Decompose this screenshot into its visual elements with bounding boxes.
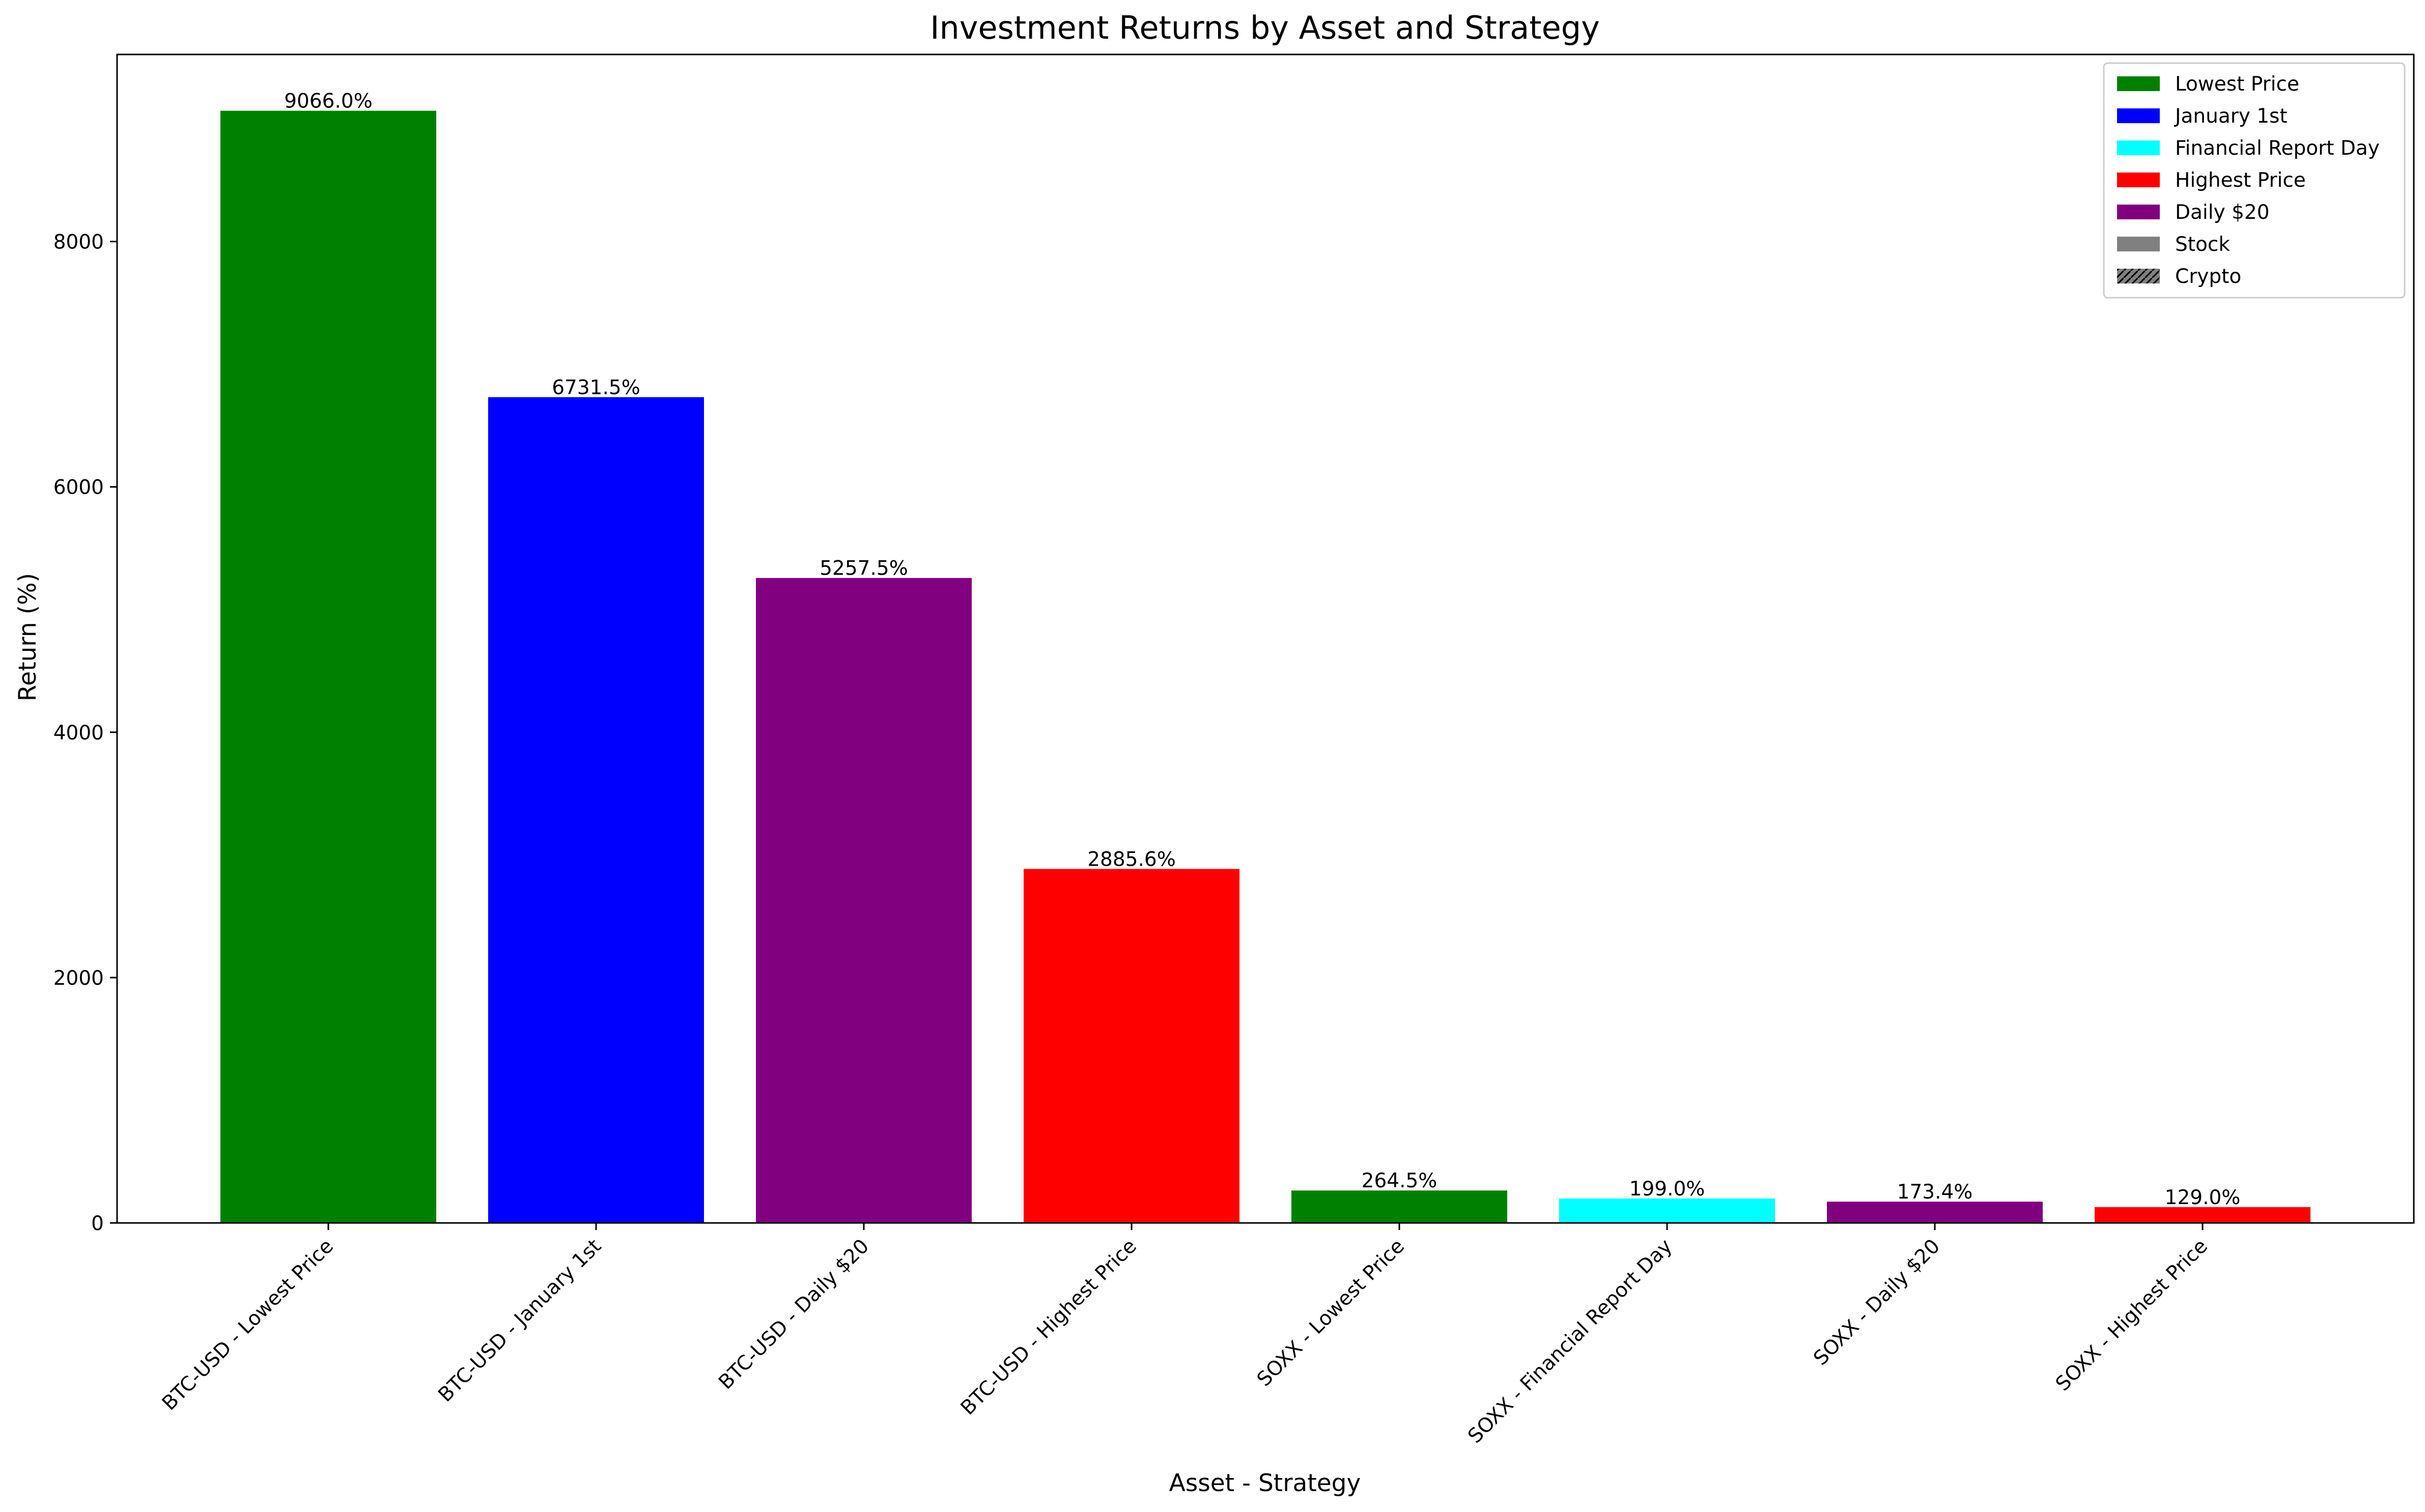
bar-6 <box>1559 1199 1775 1223</box>
bar-value-label: 9066.0% <box>284 90 373 113</box>
bar-4 <box>1024 869 1239 1223</box>
legend: Lowest Price January 1st Financial Report … <box>2103 62 2406 299</box>
legend-swatch <box>2117 76 2160 91</box>
legend-box <box>2103 62 2406 299</box>
legend-swatch <box>2117 140 2160 155</box>
x-tick-label: SOXX - Financial Report Day <box>1463 1235 1677 1448</box>
x-tick-label: BTC-USD - Highest Price <box>956 1235 1141 1419</box>
y-tick-label: 2000 <box>53 967 104 990</box>
bar-value-label: 199.0% <box>1629 1178 1705 1201</box>
bar-value-label: 129.0% <box>2165 1186 2241 1209</box>
y-tick-label: 4000 <box>53 722 104 745</box>
bar-2 <box>488 397 704 1223</box>
bar-3 <box>756 578 972 1223</box>
legend-label: Highest Price <box>2175 169 2306 192</box>
x-tick-label: BTC-USD - January 1st <box>434 1235 606 1407</box>
bar-value-label: 6731.5% <box>552 376 640 399</box>
x-tick-label: SOXX - Daily $20 <box>1809 1235 1944 1370</box>
x-tick-label: SOXX - Highest Price <box>2051 1235 2212 1395</box>
x-tick-label: BTC-USD - Lowest Price <box>158 1235 338 1415</box>
legend-label: January 1st <box>2174 105 2288 128</box>
y-tick-label: 8000 <box>53 231 104 254</box>
legend-swatch <box>2117 237 2160 251</box>
plot-area: 9066.0% BTC-USD - Lowest Price 6731.5% BTC-… <box>53 53 2415 1448</box>
legend-label: Crypto <box>2175 265 2241 288</box>
x-tick-label: SOXX - Lowest Price <box>1253 1235 1409 1391</box>
y-axis-label: Return (%) <box>14 573 42 701</box>
bar-value-label: 173.4% <box>1897 1181 1973 1204</box>
legend-label: Stock <box>2175 233 2230 256</box>
bar-value-label: 5257.5% <box>820 557 908 580</box>
legend-label: Financial Report Day <box>2175 137 2380 160</box>
legend-swatch <box>2117 173 2160 187</box>
x-tick-label: BTC-USD - Daily $20 <box>714 1235 873 1394</box>
bar-value-label: 2885.6% <box>1087 848 1176 871</box>
chart-title: Investment Returns by Asset and Strategy <box>930 9 1600 46</box>
legend-label: Daily $20 <box>2175 201 2270 224</box>
bar-8 <box>2095 1207 2310 1223</box>
y-tick-label: 0 <box>91 1212 104 1235</box>
bar-value-label: 264.5% <box>1362 1169 1437 1192</box>
plot-frame <box>116 53 2415 1224</box>
x-axis-label: Asset - Strategy <box>1169 1469 1361 1497</box>
legend-swatch <box>2117 205 2160 219</box>
legend-swatch <box>2117 269 2160 283</box>
bar-1 <box>220 110 436 1223</box>
legend-label: Lowest Price <box>2175 73 2299 96</box>
bar-7 <box>1827 1202 2043 1223</box>
y-tick-label: 6000 <box>53 476 104 499</box>
bar-5 <box>1291 1190 1507 1223</box>
legend-swatch <box>2117 108 2160 123</box>
